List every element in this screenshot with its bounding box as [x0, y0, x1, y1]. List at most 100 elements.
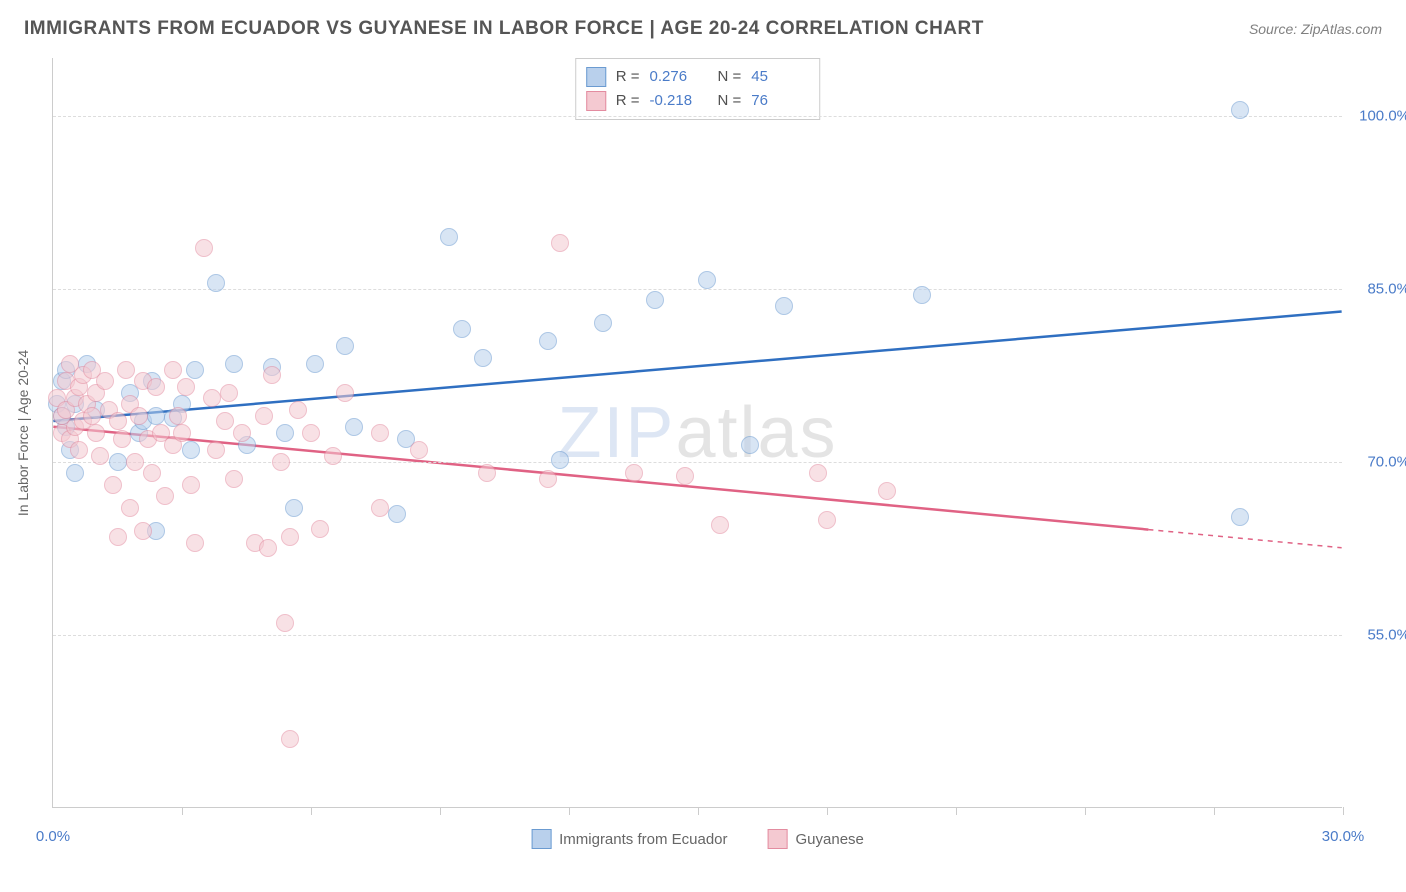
legend-r-value: 0.276	[650, 65, 708, 89]
trendline-ecuador	[53, 312, 1341, 421]
data-point-guyanese	[117, 361, 135, 379]
data-point-guyanese	[551, 234, 569, 252]
data-point-ecuador	[1231, 508, 1249, 526]
data-point-guyanese	[109, 528, 127, 546]
x-tick	[182, 807, 183, 815]
legend-row-ecuador: R = 0.276 N = 45	[586, 65, 810, 89]
data-point-ecuador	[285, 499, 303, 517]
data-point-guyanese	[336, 384, 354, 402]
data-point-ecuador	[775, 297, 793, 315]
legend-swatch	[586, 91, 606, 111]
data-point-guyanese	[113, 430, 131, 448]
legend-swatch	[768, 829, 788, 849]
gridline	[53, 462, 1342, 463]
gridline	[53, 116, 1342, 117]
data-point-guyanese	[233, 424, 251, 442]
legend-r-label: R =	[616, 65, 640, 89]
data-point-guyanese	[281, 730, 299, 748]
data-point-guyanese	[478, 464, 496, 482]
data-point-guyanese	[70, 441, 88, 459]
data-point-guyanese	[147, 378, 165, 396]
data-point-guyanese	[676, 467, 694, 485]
x-tick	[956, 807, 957, 815]
legend-bottom-ecuador: Immigrants from Ecuador	[531, 829, 727, 849]
data-point-ecuador	[207, 274, 225, 292]
data-point-guyanese	[371, 499, 389, 517]
x-tick	[440, 807, 441, 815]
data-point-guyanese	[281, 528, 299, 546]
data-point-guyanese	[207, 441, 225, 459]
data-point-guyanese	[878, 482, 896, 500]
data-point-guyanese	[186, 534, 204, 552]
data-point-guyanese	[126, 453, 144, 471]
data-point-guyanese	[182, 476, 200, 494]
data-point-guyanese	[104, 476, 122, 494]
data-point-ecuador	[440, 228, 458, 246]
data-point-guyanese	[711, 516, 729, 534]
data-point-guyanese	[203, 389, 221, 407]
data-point-ecuador	[698, 271, 716, 289]
y-axis-title: In Labor Force | Age 20-24	[15, 349, 31, 515]
data-point-guyanese	[156, 487, 174, 505]
data-point-guyanese	[371, 424, 389, 442]
data-point-guyanese	[169, 407, 187, 425]
legend-n-value: 45	[751, 65, 809, 89]
x-tick	[698, 807, 699, 815]
data-point-guyanese	[225, 470, 243, 488]
x-tick	[311, 807, 312, 815]
data-point-ecuador	[306, 355, 324, 373]
data-point-guyanese	[195, 239, 213, 257]
data-point-guyanese	[83, 407, 101, 425]
data-point-guyanese	[87, 424, 105, 442]
data-point-ecuador	[474, 349, 492, 367]
data-point-ecuador	[388, 505, 406, 523]
watermark-main: ZIP	[557, 393, 675, 473]
x-tick	[1214, 807, 1215, 815]
data-point-ecuador	[594, 314, 612, 332]
legend-bottom-guyanese: Guyanese	[768, 829, 864, 849]
gridline	[53, 635, 1342, 636]
data-point-guyanese	[164, 361, 182, 379]
x-tick	[827, 807, 828, 815]
data-point-ecuador	[741, 436, 759, 454]
data-point-ecuador	[225, 355, 243, 373]
data-point-guyanese	[177, 378, 195, 396]
chart-title: IMMIGRANTS FROM ECUADOR VS GUYANESE IN L…	[24, 18, 984, 40]
data-point-guyanese	[91, 447, 109, 465]
x-tick-label: 30.0%	[1322, 828, 1365, 845]
x-tick	[569, 807, 570, 815]
scatter-chart: In Labor Force | Age 20-24 ZIPatlas R =0…	[52, 58, 1342, 808]
data-point-guyanese	[130, 407, 148, 425]
legend-r-value: -0.218	[650, 89, 708, 113]
data-point-guyanese	[809, 464, 827, 482]
legend-r-label: R =	[616, 89, 640, 113]
data-point-guyanese	[263, 366, 281, 384]
data-point-guyanese	[134, 522, 152, 540]
data-point-ecuador	[147, 407, 165, 425]
data-point-guyanese	[216, 412, 234, 430]
data-point-ecuador	[66, 464, 84, 482]
data-point-guyanese	[410, 441, 428, 459]
data-point-guyanese	[324, 447, 342, 465]
data-point-guyanese	[625, 464, 643, 482]
y-tick-label: 100.0%	[1359, 107, 1406, 124]
legend-n-value: 76	[751, 89, 809, 113]
data-point-guyanese	[109, 412, 127, 430]
gridline	[53, 289, 1342, 290]
data-point-ecuador	[336, 337, 354, 355]
data-point-guyanese	[143, 464, 161, 482]
data-point-guyanese	[302, 424, 320, 442]
y-tick-label: 55.0%	[1367, 626, 1406, 643]
data-point-guyanese	[121, 499, 139, 517]
data-point-guyanese	[539, 470, 557, 488]
x-tick-label: 0.0%	[36, 828, 70, 845]
data-point-ecuador	[646, 291, 664, 309]
x-tick	[1085, 807, 1086, 815]
y-tick-label: 70.0%	[1367, 453, 1406, 470]
trendline-guyanese-dashed	[1148, 530, 1341, 548]
legend-n-label: N =	[718, 65, 742, 89]
legend-swatch	[586, 67, 606, 87]
watermark-tail: atlas	[675, 393, 837, 473]
legend-series-label: Immigrants from Ecuador	[559, 831, 727, 848]
data-point-guyanese	[311, 520, 329, 538]
